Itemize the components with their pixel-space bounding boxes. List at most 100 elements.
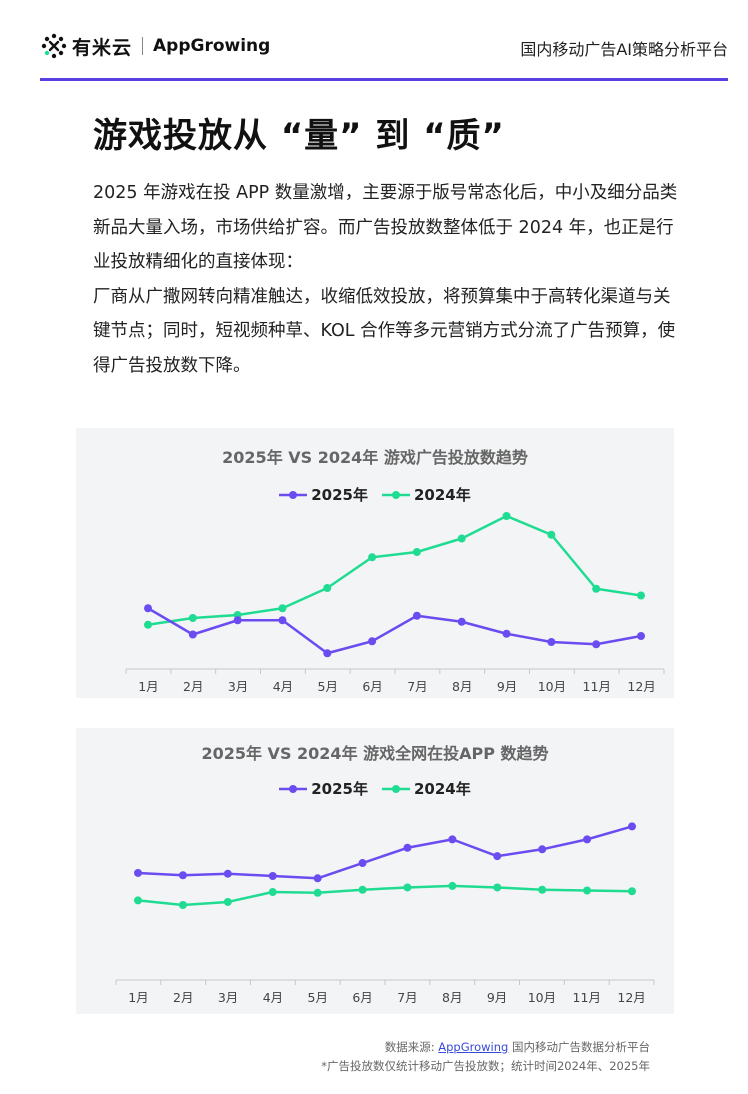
chart-plot: 1月 2月 3月 4月 5月 6月 7月 8月 9月 10月 11月 12月 (125, 512, 665, 694)
data-point-2025 (134, 868, 142, 877)
data-point-2024 (358, 885, 367, 894)
data-point-2025 (223, 869, 232, 878)
source-suffix: 国内移动广告数据分析平台 (508, 1040, 650, 1054)
x-tick-label: 11月 (573, 990, 601, 1005)
x-tick-label: 6月 (362, 679, 382, 694)
series-line-2024 (137, 884, 633, 907)
x-tick-label: 8月 (442, 990, 462, 1005)
body-text: 2025 年游戏在投 APP 数量激增，主要源于版号常态化后，中小及细分品类新品… (93, 176, 683, 383)
data-point-2025 (502, 629, 511, 638)
data-point-2024 (448, 881, 457, 890)
legend-swatch-2025 (279, 784, 308, 793)
source-label: 数据来源: (384, 1040, 439, 1054)
data-point-2025 (313, 874, 322, 883)
data-point-2024 (223, 897, 232, 906)
data-point-2024 (502, 512, 511, 520)
logo-divider (142, 37, 144, 55)
x-tick-label: 12月 (617, 990, 645, 1005)
x-tick-label: 4月 (273, 679, 293, 694)
legend-item-2024[interactable]: 2024年 (382, 778, 471, 799)
data-point-2025 (592, 640, 601, 649)
header: 有米云 AppGrowing 国内移动广告AI策略分析平台 (40, 28, 728, 68)
legend-item-2025[interactable]: 2025年 (279, 484, 368, 505)
legend-swatch-2024 (382, 490, 410, 499)
data-point-2024 (457, 534, 466, 543)
x-tick-label: 9月 (487, 990, 507, 1005)
data-point-2024 (547, 530, 556, 539)
data-point-2025 (188, 630, 197, 639)
source-line: 数据来源: AppGrowing 国内移动广告数据分析平台 (321, 1038, 650, 1057)
data-point-2024 (188, 614, 197, 622)
data-point-2025 (538, 845, 547, 854)
chart-title: 2025年 VS 2024年 游戏全网在投APP 数趋势 (201, 744, 549, 763)
chart-legend: 2025年 2024年 (76, 778, 674, 799)
x-tick-label: 10月 (538, 679, 566, 694)
chart-ad-count-trend: 2025年 VS 2024年 游戏广告投放数趋势 2025年 2024年 1月 2… (76, 428, 674, 698)
data-point-2025 (493, 852, 502, 861)
header-divider (40, 78, 728, 81)
data-point-2025 (457, 617, 466, 626)
x-tick-label: 9月 (497, 679, 517, 694)
x-tick-label: 1月 (128, 990, 148, 1005)
data-point-2025 (583, 835, 592, 844)
x-tick-label: 2月 (173, 990, 193, 1005)
data-point-2025 (412, 611, 421, 620)
x-tick-label: 3月 (228, 679, 248, 694)
data-point-2024 (493, 883, 502, 892)
series-line-2025 (147, 607, 642, 655)
source-note: *广告投放数仅统计移动广告投放数；统计时间2024年、2025年 (321, 1059, 650, 1073)
data-point-2024 (278, 604, 287, 613)
x-tick-label: 1月 (138, 679, 158, 694)
chart-legend: 2025年 2024年 (76, 484, 674, 505)
chart-title: 2025年 VS 2024年 游戏广告投放数趋势 (222, 448, 528, 467)
data-point-2024 (628, 887, 636, 896)
logo-text-cn: 有米云 (72, 36, 133, 59)
x-tick-label: 3月 (218, 990, 238, 1005)
data-point-2025 (637, 632, 645, 640)
data-point-2025 (268, 872, 277, 880)
chart-app-count-trend: 2025年 VS 2024年 游戏全网在投APP 数趋势 2025年 2024年… (76, 728, 674, 1014)
data-point-2024 (538, 885, 547, 894)
x-tick-label: 8月 (452, 679, 472, 694)
data-point-2025 (178, 871, 187, 880)
legend-swatch-2025 (279, 490, 308, 499)
data-point-2025 (233, 616, 242, 625)
legend-label-2025: 2025年 (311, 486, 368, 504)
data-point-2024 (592, 584, 601, 593)
x-tick-label: 7月 (407, 679, 427, 694)
data-point-2024 (637, 591, 645, 600)
platform-title: 国内移动广告AI策略分析平台 (520, 40, 728, 59)
data-point-2025 (323, 649, 332, 658)
data-source: 数据来源: AppGrowing 国内移动广告数据分析平台 *广告投放数仅统计移… (321, 1038, 650, 1076)
x-tick-label: 5月 (318, 679, 338, 694)
x-tick-label: 11月 (583, 679, 611, 694)
x-tick-label: 12月 (627, 679, 655, 694)
data-point-2025 (358, 859, 367, 868)
legend-label-2025: 2025年 (311, 780, 368, 798)
data-point-2024 (268, 888, 277, 897)
data-point-2024 (134, 896, 142, 905)
logo[interactable]: 有米云 AppGrowing (40, 32, 270, 60)
x-tick-label: 10月 (528, 990, 556, 1005)
data-point-2025 (144, 604, 152, 613)
data-point-2025 (368, 637, 377, 646)
page-title: 游戏投放从 “量” 到 “质” (93, 116, 505, 156)
data-point-2024 (403, 883, 412, 892)
youmi-logo-icon (41, 33, 67, 59)
x-tick-label: 7月 (397, 990, 417, 1005)
data-point-2025 (448, 835, 457, 844)
source-link[interactable]: AppGrowing (438, 1040, 509, 1054)
legend-swatch-2024 (382, 784, 410, 793)
legend-item-2024[interactable]: 2024年 (382, 484, 471, 505)
series-line-2025 (137, 825, 633, 880)
legend-label-2024: 2024年 (414, 780, 471, 798)
legend-item-2025[interactable]: 2025年 (279, 778, 368, 799)
data-point-2025 (547, 638, 556, 646)
paragraph-2: 厂商从广撒网转向精准触达，收缩低效投放，将预算集中于高转化渠道与关键节点；同时，… (93, 286, 676, 376)
x-tick-label: 5月 (308, 990, 328, 1005)
data-point-2024 (368, 553, 377, 562)
logo-text-en: AppGrowing (153, 36, 271, 56)
data-point-2025 (403, 843, 412, 852)
data-point-2024 (323, 584, 332, 592)
data-point-2024 (313, 888, 322, 897)
